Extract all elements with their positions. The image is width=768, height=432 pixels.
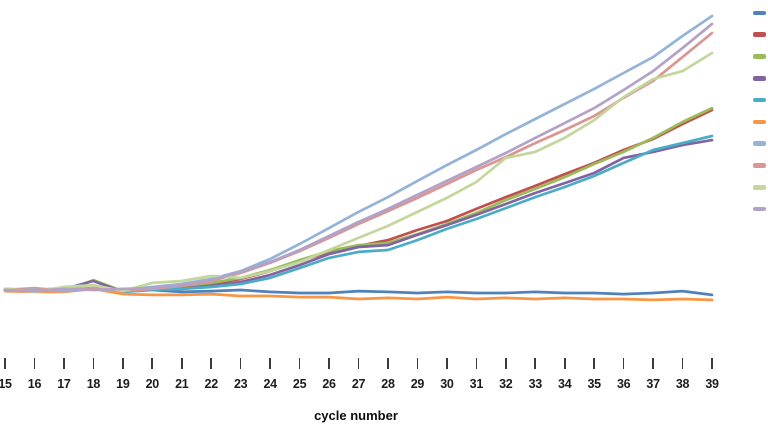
x-axis-tick-15: [4, 358, 6, 369]
x-axis-tick-16: [33, 358, 36, 369]
x-axis-tick-25: [298, 358, 301, 369]
series-line-light-purple: [3, 22, 714, 293]
x-axis-tick-label-30: 30: [440, 377, 454, 391]
x-axis-tick-label-36: 36: [616, 377, 631, 391]
legend-marker-red[interactable]: [752, 32, 766, 37]
x-axis-tick-label-22: 22: [204, 377, 219, 391]
x-axis-tick-label-15: 15: [0, 377, 12, 391]
legend-marker-cyan[interactable]: [752, 97, 766, 103]
legend-marker-green[interactable]: [752, 54, 766, 59]
x-axis-tick-27: [357, 358, 360, 369]
x-axis-tick-label-38: 38: [675, 377, 690, 391]
x-axis-tick-39: [711, 358, 713, 369]
x-axis-tick-28: [387, 358, 389, 369]
x-axis-tick-label-27: 27: [351, 377, 366, 391]
x-axis-tick-33: [534, 358, 537, 369]
x-axis-tick-label-20: 20: [145, 377, 160, 391]
series-line-light-green: [3, 51, 714, 294]
x-axis-tick-18: [92, 358, 95, 369]
x-axis-tick-label-34: 34: [558, 377, 572, 391]
x-axis-tick-22: [210, 358, 212, 369]
x-axis-tick-34: [563, 358, 566, 369]
x-axis-tick-label-21: 21: [175, 377, 189, 391]
x-axis-tick-label-16: 16: [27, 377, 42, 391]
x-axis-tick-label-35: 35: [587, 377, 602, 391]
series-line-light-blue: [3, 14, 714, 293]
legend-marker-purple[interactable]: [752, 76, 766, 81]
x-axis-tick-36: [622, 358, 625, 369]
series-line-green: [3, 106, 714, 293]
x-axis-tick-label-18: 18: [86, 377, 101, 391]
legend-marker-blue[interactable]: [752, 10, 766, 16]
x-axis-tick-26: [328, 358, 330, 369]
x-axis-tick-label-24: 24: [263, 377, 277, 391]
x-axis-tick-label-31: 31: [469, 377, 484, 391]
x-axis-tick-31: [475, 358, 478, 369]
x-axis-tick-19: [122, 358, 124, 369]
x-axis-tick-29: [416, 358, 419, 369]
x-axis-tick-label-25: 25: [292, 377, 307, 391]
x-axis-title: cycle number: [314, 408, 398, 423]
x-axis-tick-label-19: 19: [116, 377, 130, 391]
x-axis-tick-23: [239, 358, 242, 369]
legend-marker-light-purple[interactable]: [752, 206, 766, 212]
legend-marker-light-red[interactable]: [752, 163, 766, 168]
series-line-orange: [3, 287, 714, 302]
x-axis-tick-label-26: 26: [322, 377, 336, 391]
x-axis-tick-label-28: 28: [381, 377, 395, 391]
x-axis-tick-30: [446, 358, 448, 369]
series-line-red: [3, 108, 714, 292]
legend-marker-orange[interactable]: [752, 119, 766, 125]
x-axis-tick-label-39: 39: [705, 377, 719, 391]
x-axis-tick-label-29: 29: [410, 377, 425, 391]
series-line-purple: [3, 138, 714, 294]
x-axis-tick-37: [652, 358, 654, 369]
legend-marker-light-blue[interactable]: [752, 141, 766, 146]
x-axis-tick-label-37: 37: [646, 377, 660, 391]
x-axis-tick-label-23: 23: [234, 377, 248, 391]
x-axis-tick-32: [504, 358, 507, 369]
x-axis-tick-24: [269, 358, 271, 369]
x-axis-tick-38: [681, 358, 684, 369]
x-axis-tick-17: [63, 358, 65, 369]
x-axis-tick-label-32: 32: [499, 377, 513, 391]
x-axis-tick-label-33: 33: [528, 377, 543, 391]
x-axis-tick-35: [593, 358, 595, 369]
x-axis-tick-21: [180, 358, 183, 369]
legend-marker-light-green[interactable]: [752, 185, 766, 190]
x-axis-tick-20: [151, 358, 154, 369]
x-axis-tick-label-17: 17: [57, 377, 71, 391]
